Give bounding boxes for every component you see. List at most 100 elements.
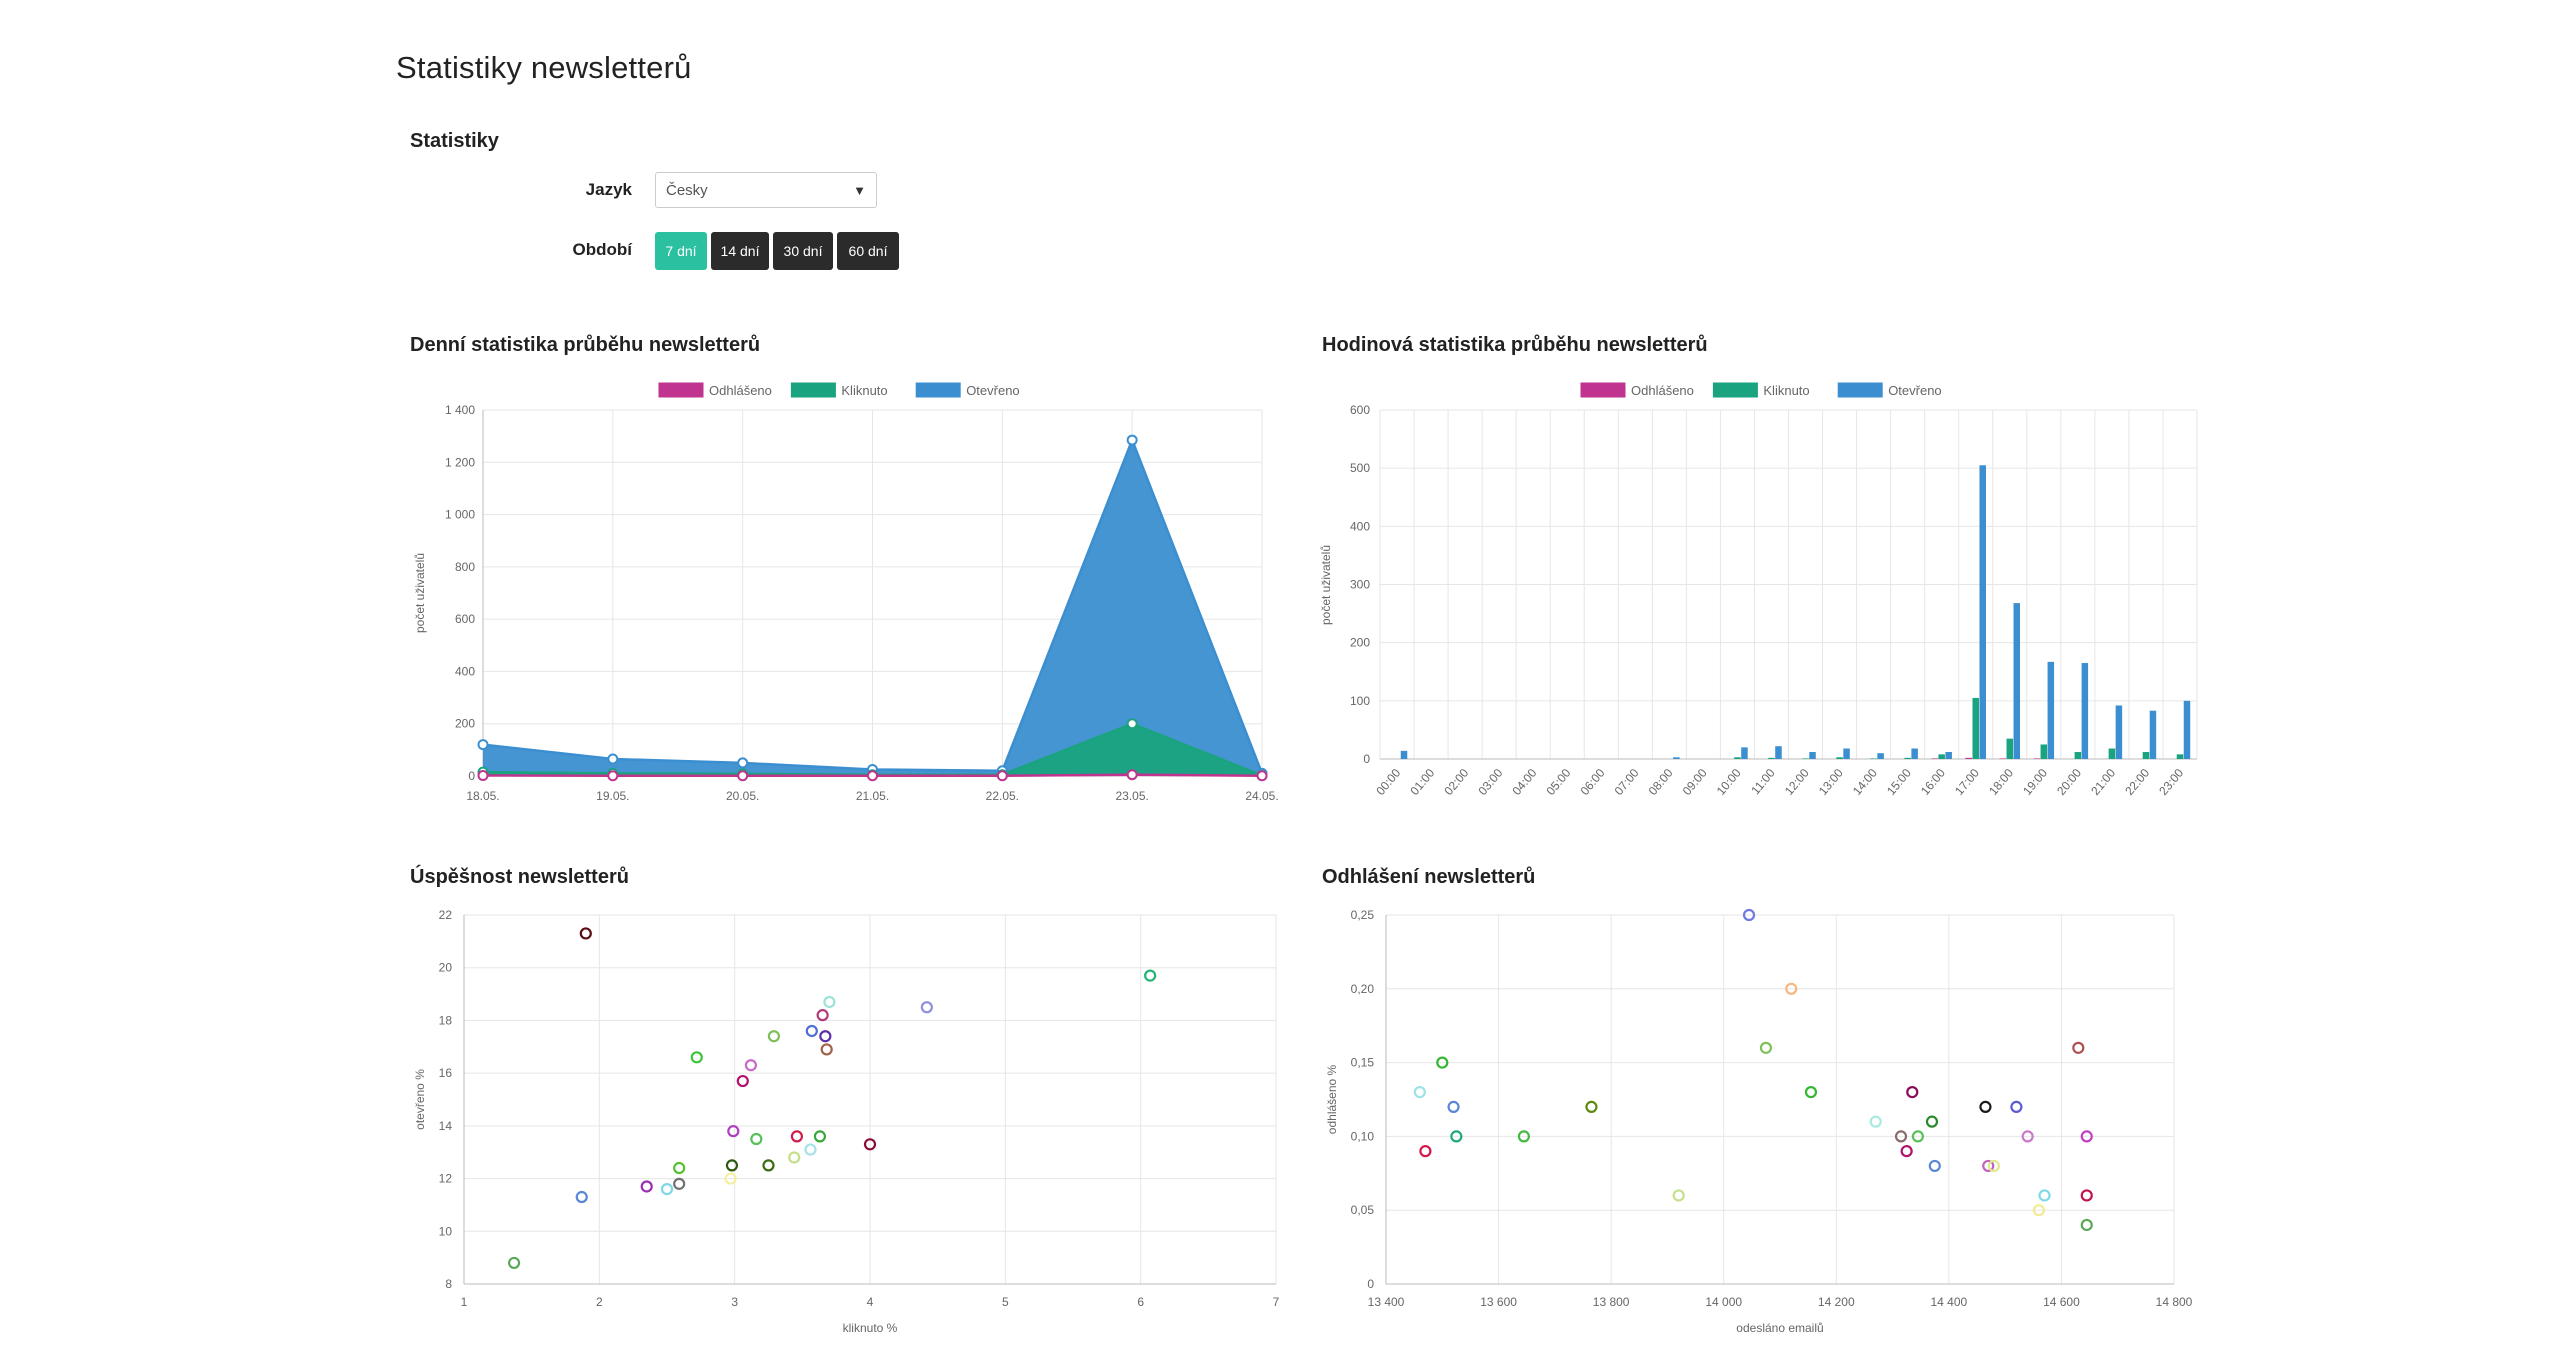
y-tick-label: 0,05	[1351, 1203, 1375, 1217]
scatter-point	[920, 1001, 933, 1014]
bar-otevřeno	[2047, 661, 2055, 759]
y-tick-label: 14	[439, 1119, 453, 1133]
x-tick-label: 14 400	[1931, 1295, 1968, 1309]
x-tick-label: 20.05.	[726, 789, 759, 803]
data-point	[477, 739, 489, 751]
y-tick-label: 600	[1350, 403, 1370, 417]
x-tick-label: 04:00	[1509, 766, 1539, 798]
scatter-point	[1419, 1145, 1432, 1158]
x-tick-label: 11:00	[1748, 766, 1778, 798]
data-point	[1256, 770, 1268, 782]
x-tick-label: 3	[731, 1295, 738, 1309]
scatter-point	[1894, 1130, 1908, 1143]
data-point	[607, 753, 619, 765]
scatter-point	[1759, 1041, 1773, 1054]
scatter-point	[1925, 1115, 1939, 1128]
x-tick-label: 14 600	[2043, 1295, 2080, 1309]
y-tick-label: 16	[439, 1066, 453, 1080]
x-axis-label: odesláno emailů	[1736, 1321, 1823, 1335]
bar-otevřeno	[1400, 750, 1408, 759]
legend-swatch	[1837, 382, 1883, 398]
scatter-point	[2010, 1100, 2023, 1113]
y-tick-label: 0,10	[1351, 1129, 1375, 1143]
scatter-point	[823, 995, 836, 1009]
y-tick-label: 1 400	[445, 403, 475, 417]
x-tick-label: 14 200	[1818, 1295, 1855, 1309]
x-tick-label: 00:00	[1373, 766, 1403, 798]
x-tick-label: 2	[596, 1295, 603, 1309]
scatter-point	[1413, 1086, 1426, 1099]
scatter-point	[1804, 1086, 1818, 1099]
x-tick-label: 13:00	[1816, 766, 1846, 798]
data-point	[477, 769, 489, 781]
language-label: Jazyk	[585, 180, 632, 199]
data-point	[737, 770, 749, 782]
y-axis-label: počet uživatelů	[1319, 545, 1333, 625]
chevron-down-icon: ▼	[853, 182, 866, 198]
x-tick-label: 14 800	[2156, 1295, 2193, 1309]
scatter-point	[1585, 1100, 1598, 1113]
bar-otevřeno	[1843, 748, 1850, 759]
period-button-14[interactable]: 14 dní	[711, 232, 769, 270]
x-tick-label: 10:00	[1714, 766, 1744, 798]
scatter-point	[1906, 1086, 1919, 1099]
legend-swatch	[915, 382, 961, 398]
scatter-point	[575, 1190, 588, 1204]
y-tick-label: 300	[1350, 578, 1370, 592]
scatter-point	[788, 1151, 801, 1164]
y-tick-label: 10	[439, 1224, 453, 1238]
daily-chart: Odhlášeno Kliknuto Otevřeno 0 200 400 600 800 1 …	[413, 382, 1279, 803]
data-point	[867, 770, 878, 782]
bar-odhlášeno	[2033, 758, 2041, 759]
x-tick-label: 05:00	[1543, 766, 1573, 798]
x-tick-label: 19.05.	[596, 789, 629, 803]
bar-kliknuto	[2074, 752, 2082, 759]
scatter-point	[790, 1130, 804, 1143]
x-tick-label: 14 000	[1705, 1295, 1742, 1309]
scatter-point	[762, 1159, 775, 1172]
x-tick-label: 13 400	[1368, 1295, 1405, 1309]
y-tick-label: 400	[455, 664, 475, 678]
data-point	[1126, 718, 1138, 730]
scatter-point	[1742, 908, 1756, 922]
y-tick-label: 22	[439, 908, 453, 922]
y-tick-label: 200	[1350, 636, 1370, 650]
scatter-point	[690, 1051, 703, 1064]
period-button-60[interactable]: 60 dní	[837, 232, 899, 270]
x-tick-label: 15:00	[1884, 766, 1914, 798]
scatter-point	[1450, 1130, 1463, 1143]
period-button-30[interactable]: 30 dní	[773, 232, 833, 270]
y-tick-label: 8	[445, 1277, 452, 1291]
bar-kliknuto	[1768, 757, 1775, 759]
y-tick-label: 800	[455, 560, 475, 574]
legend-label: Otevřeno	[966, 383, 1019, 398]
scatter-point	[673, 1161, 686, 1175]
x-tick-label: 17:00	[1952, 766, 1982, 798]
x-tick-label: 7	[1273, 1295, 1280, 1309]
bar-otevřeno	[1809, 752, 1816, 759]
x-tick-label: 21:00	[2088, 766, 2118, 798]
y-axis-label: otevřeno %	[413, 1069, 427, 1130]
period-button-7[interactable]: 7 dní	[655, 232, 707, 270]
y-tick-label: 20	[439, 961, 453, 975]
x-tick-label: 19:00	[2020, 766, 2050, 798]
scatter-point	[767, 1030, 781, 1043]
scatter-point	[805, 1024, 818, 1038]
legend-label: Otevřeno	[1888, 383, 1941, 398]
y-tick-label: 12	[439, 1172, 453, 1186]
scatter-point	[1869, 1115, 1882, 1128]
scatter-point	[820, 1043, 833, 1056]
language-select-value: Česky	[666, 181, 708, 199]
y-axis-label: počet uživatelů	[413, 553, 427, 633]
area-otevřeno	[483, 440, 1262, 776]
x-tick-label: 24.05.	[1245, 789, 1278, 803]
x-tick-label: 07:00	[1612, 766, 1642, 798]
bar-otevřeno	[1741, 747, 1748, 759]
scatter-point	[819, 1030, 832, 1043]
legend-label: Odhlášeno	[709, 383, 772, 398]
unsub-chart-title: Odhlášení newsletterů	[1322, 866, 1536, 888]
scatter-point	[750, 1132, 763, 1146]
scatter-point	[1900, 1145, 1913, 1158]
language-select[interactable]: Česky ▼	[655, 172, 877, 208]
data-point	[737, 757, 749, 769]
